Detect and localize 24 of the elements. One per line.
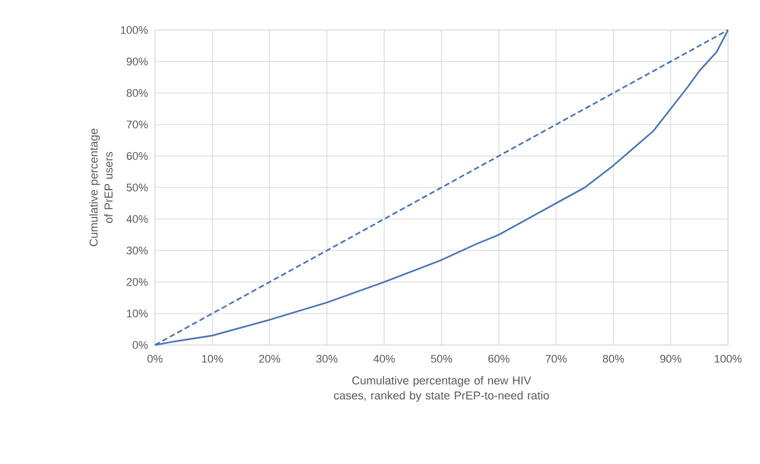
x-tick-label: 80% <box>602 354 624 363</box>
y-tick-label: 80% <box>126 89 148 97</box>
y-tick-label: 100% <box>120 26 148 34</box>
x-tick-label: 70% <box>546 354 567 363</box>
x-tick-label: 40% <box>373 354 395 363</box>
y-tick-label: 70% <box>126 120 148 128</box>
y-tick-label: 50% <box>126 184 148 192</box>
x-tick-label: 0% <box>148 354 163 363</box>
x-tick-label: 90% <box>660 354 682 363</box>
y-tick-label: 20% <box>126 278 148 286</box>
x-axis-title: Cumulative percentage of new HIV cases, ranked by state PrEP-to-need ratio <box>334 376 549 402</box>
x-tick-label: 30% <box>316 354 338 363</box>
y-tick-label: 0% <box>132 341 148 349</box>
y-tick-label: 60% <box>126 152 148 160</box>
x-tick-label: 100% <box>714 354 742 363</box>
y-tick-label: 30% <box>126 246 148 254</box>
y-tick-label: 10% <box>127 310 148 318</box>
y-tick-label: 40% <box>126 215 148 223</box>
x-tick-label: 50% <box>430 354 452 363</box>
x-tick-label: 10% <box>202 354 223 363</box>
x-tick-label: 20% <box>259 354 280 363</box>
x-tick-label: 60% <box>488 354 510 363</box>
y-tick-label: 90% <box>126 58 148 66</box>
y-axis-title: Cumulative percentage of PrEP users <box>89 128 113 246</box>
